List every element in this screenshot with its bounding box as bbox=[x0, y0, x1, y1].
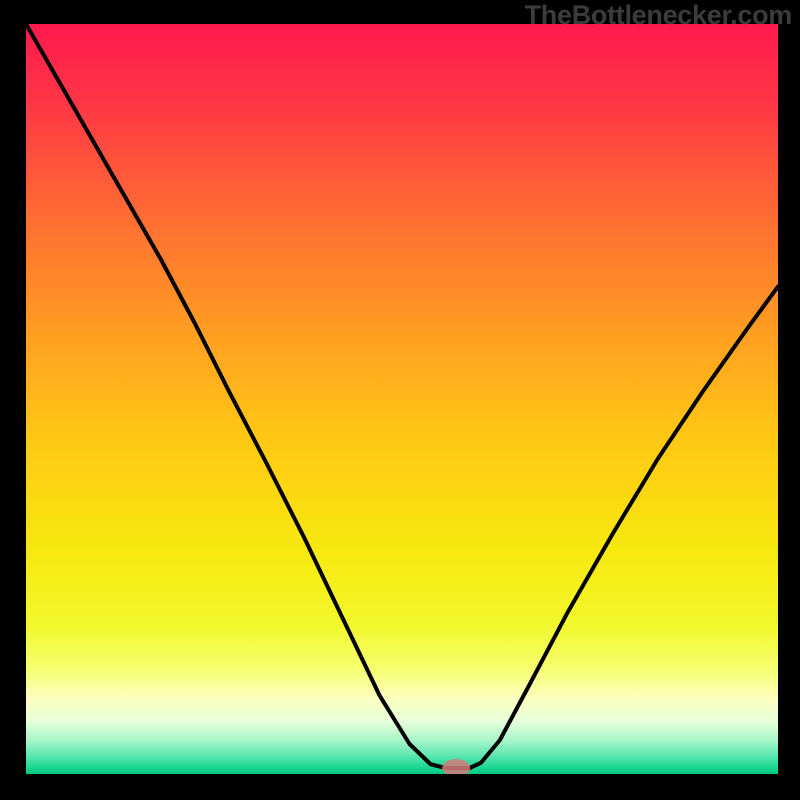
gradient-background bbox=[26, 24, 778, 774]
plot-svg bbox=[26, 24, 778, 774]
plot-area bbox=[26, 24, 778, 774]
watermark-text: TheBottlenecker.com bbox=[525, 0, 792, 31]
